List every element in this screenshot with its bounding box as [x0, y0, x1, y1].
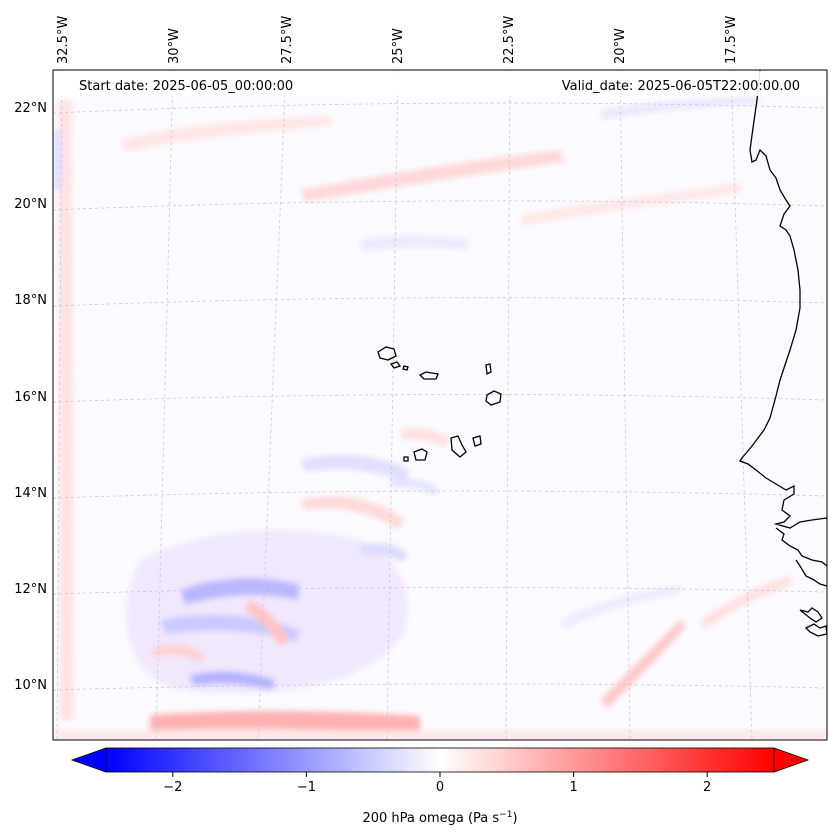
- lon-label: 20°W: [613, 28, 628, 64]
- valid-date-text: Valid_date: 2025-06-05T22:00:00.00: [562, 79, 800, 94]
- lon-label: 32.5°W: [56, 16, 71, 64]
- lon-label: 30°W: [167, 28, 182, 64]
- colorbar-tick-label: 0: [436, 780, 444, 795]
- lat-label: 20°N: [14, 197, 47, 212]
- colorbar-body: [105, 747, 775, 773]
- colorbar-tick-label: −1: [297, 780, 316, 795]
- coastline: [739, 70, 827, 637]
- colorbar-ticks: −2 −1 0 1 2: [163, 772, 711, 795]
- colorbar-tick-label: 2: [703, 780, 711, 795]
- gridlines: [53, 70, 827, 740]
- colorbar-label-exponent: −1: [499, 810, 512, 820]
- colorbar-tick-label: −2: [163, 780, 182, 795]
- colorbar-extend-low: [70, 747, 107, 773]
- lat-labels: 22°N 20°N 18°N 16°N 14°N 12°N 10°N: [14, 101, 47, 693]
- lon-label: 22.5°W: [502, 16, 517, 64]
- lat-label: 18°N: [14, 293, 47, 308]
- start-date-text: Start date: 2025-06-05_00:00:00: [79, 79, 293, 94]
- lon-label: 17.5°W: [724, 16, 739, 64]
- colorbar-extend-high: [773, 747, 810, 773]
- map-frame: [52, 69, 828, 741]
- lon-label: 27.5°W: [280, 16, 295, 64]
- header-strip: [54, 71, 826, 96]
- island-outlines: [377, 346, 502, 462]
- lat-label: 22°N: [14, 101, 47, 116]
- lat-label: 10°N: [14, 678, 47, 693]
- lon-label: 25°W: [391, 28, 406, 64]
- lon-labels: 32.5°W 30°W 27.5°W 25°W 22.5°W 20°W 17.5…: [56, 16, 739, 64]
- lat-label: 16°N: [14, 390, 47, 405]
- lat-label: 14°N: [14, 486, 47, 501]
- lat-label: 12°N: [14, 582, 47, 597]
- colorbar-tick-label: 1: [569, 780, 577, 795]
- colorbar-label: 200 hPa omega (Pa s−1): [362, 810, 517, 826]
- colorbar: −2 −1 0 1 2 200 hPa omega (Pa s−1): [70, 747, 810, 826]
